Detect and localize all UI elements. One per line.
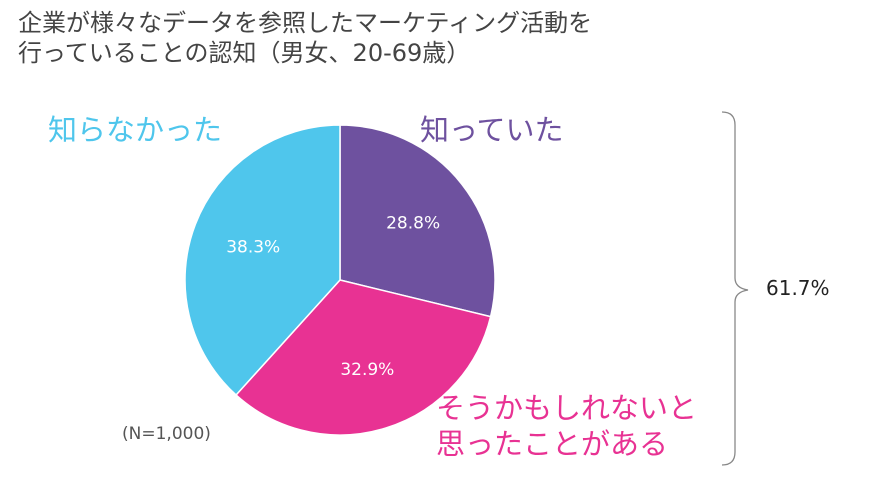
slice-value-label: 32.9%	[340, 360, 394, 380]
sample-size-note: (N=1,000)	[122, 424, 211, 444]
pie-slice	[184, 124, 341, 397]
title-line-1: 企業が様々なデータを参照したマーケティング活動を	[18, 9, 593, 37]
slice-value-label: 38.3%	[226, 238, 280, 258]
bracket-total-label: 61.7%	[766, 276, 830, 300]
legend-label-knew: 知っていた	[420, 113, 564, 147]
legend-label-maybe-line-2: 思ったことがある	[436, 427, 669, 461]
legend-label-did-not-know: 知らなかった	[48, 113, 223, 147]
bracket	[721, 111, 749, 466]
pie-slice	[234, 279, 492, 436]
pie-slice	[339, 124, 496, 318]
chart-title: 企業が様々なデータを参照したマーケティング活動を 行っていることの認知（男女、2…	[18, 8, 592, 68]
legend-label-maybe: そうかもしれないと 思ったことがある	[436, 390, 697, 462]
title-line-2: 行っていることの認知（男女、20-69歳）	[18, 39, 471, 67]
legend-label-maybe-line-1: そうかもしれないと	[436, 391, 698, 425]
slice-value-label: 28.8%	[386, 214, 440, 234]
